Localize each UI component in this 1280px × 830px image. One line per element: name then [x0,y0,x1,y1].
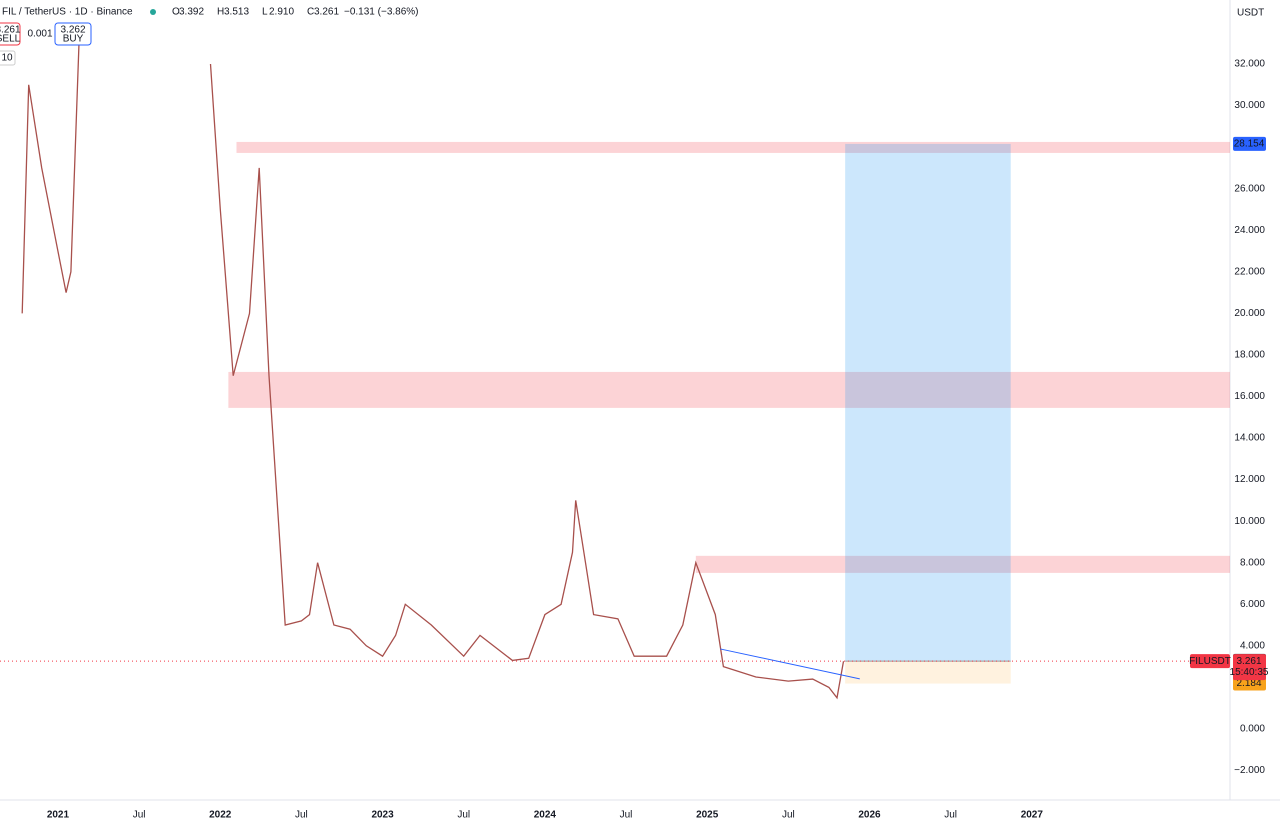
countdown: 15:40:35 [1230,667,1269,678]
price-tick-label: 26.000 [1234,183,1265,194]
time-tick-label: Jul [457,810,470,821]
ohlc-value: 3.261 [314,7,339,18]
resistance-zone [695,555,1230,573]
price-tick-label: 14.000 [1234,433,1265,444]
resistance-zone [236,141,1230,153]
price-tick-label: 18.000 [1234,350,1265,361]
status-dot [150,9,156,15]
time-tick-label: 2025 [696,810,719,821]
time-tick-label: 2021 [47,810,70,821]
time-tick-label: Jul [944,810,957,821]
stop-area [845,661,1011,684]
ohlc-value: 3.392 [179,7,204,18]
symbol-title: FIL / TetherUS · 1D · Binance [2,7,133,18]
currency: USDT [1237,8,1264,19]
ohlc-key: H [217,7,224,18]
time-tick-label: 2023 [371,810,394,821]
sell-price: 3.261 [0,25,21,36]
change: −0.131 (−3.86%) [344,7,419,18]
resistance-zone [228,371,1230,408]
time-tick-label: 2026 [858,810,881,821]
ohlc-value: 3.513 [224,7,249,18]
time-tick-label: Jul [782,810,795,821]
time-tick-label: 2022 [209,810,232,821]
price-tick-label: 16.000 [1234,391,1265,402]
price-tick-label: 12.000 [1234,474,1265,485]
price-tick-label: 30.000 [1234,100,1265,111]
ohlc-value: 2.910 [269,7,294,18]
price-label: 2.184 [1236,678,1261,689]
ohlc-key: C [307,7,314,18]
trendline [720,648,860,680]
time-tick-label: Jul [295,810,308,821]
time-tick-label: 2024 [534,810,557,821]
price-tick-label: 32.000 [1234,59,1265,70]
price-tick-label: 0.000 [1240,724,1265,735]
sell-button[interactable] [0,22,21,46]
quantity-box[interactable] [0,50,16,66]
quantity: 10 [1,53,13,64]
price-label-box [1233,654,1266,681]
price-label: 3.261 [1236,656,1261,667]
ui: −2.0000.0002.0004.0006.0008.00010.00012.… [0,7,1269,821]
spread: 0.001 [27,29,52,40]
price-tick-label: 10.000 [1234,516,1265,527]
time-tick-label: Jul [620,810,633,821]
price-label-box [1233,136,1266,151]
price-tick-label: −2.000 [1234,765,1265,776]
sell-label: SELL [0,34,21,45]
symbol-tag: FILUSDT [1189,656,1231,667]
buy-price: 3.262 [60,25,85,36]
target-area [845,143,1011,662]
time-tick-label: 2027 [1021,810,1044,821]
price-tick-label: 6.000 [1240,599,1265,610]
ohlc-key: L [262,7,268,18]
price-tick-label: 20.000 [1234,308,1265,319]
ohlc-key: O [172,7,180,18]
price-tick-label: 4.000 [1240,640,1265,651]
price-label: 28.154 [1234,139,1265,150]
price-tick-label: 24.000 [1234,225,1265,236]
price-line [21,43,845,700]
price-tick-label: 22.000 [1234,266,1265,277]
buy-label: BUY [63,34,84,45]
time-tick-label: Jul [133,810,146,821]
symbol-tag-box [1190,654,1230,669]
price-tick-label: 8.000 [1240,557,1265,568]
plot [0,43,1230,700]
buy-button[interactable] [54,22,92,46]
